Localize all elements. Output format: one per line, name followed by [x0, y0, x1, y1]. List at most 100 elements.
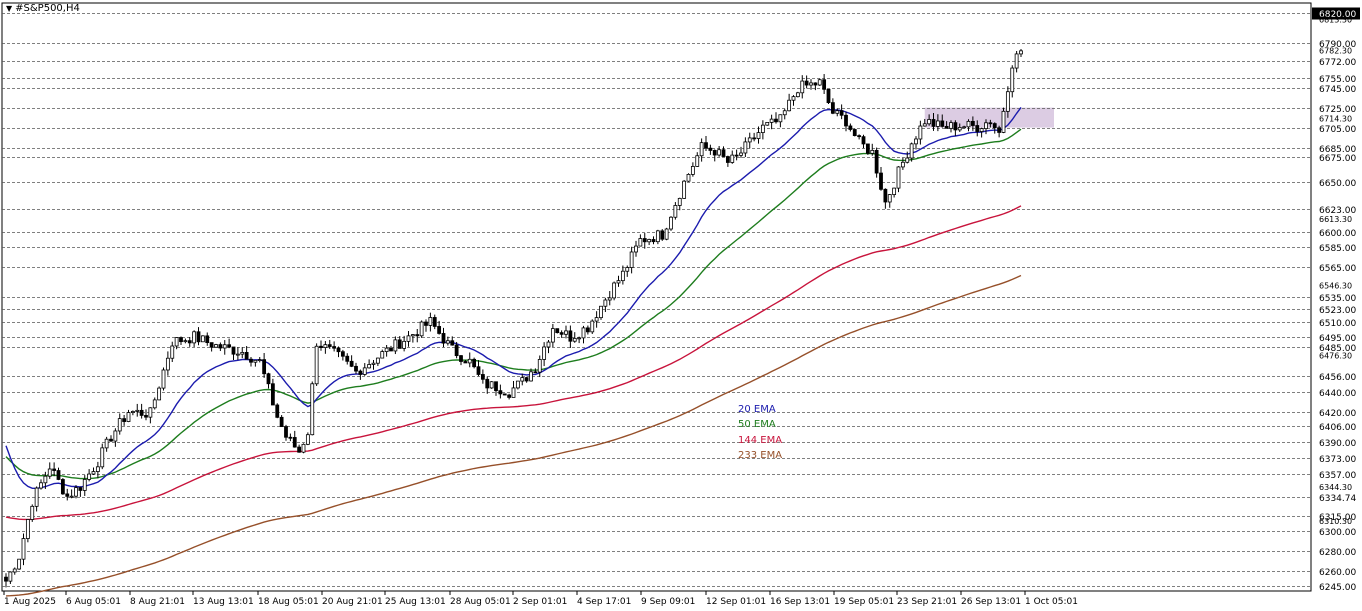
- price-label: 6357.00: [1319, 471, 1356, 481]
- candle-body: [345, 355, 350, 362]
- candle-body: [485, 378, 490, 389]
- candle-body: [25, 519, 30, 539]
- candle-body: [857, 135, 862, 138]
- candle-body: [795, 92, 800, 98]
- candle-body: [397, 339, 402, 349]
- candle-body: [918, 125, 923, 140]
- candle-body: [187, 340, 192, 344]
- price-label-minor: 6714.30: [1319, 114, 1352, 123]
- price-label: 6772.00: [1319, 58, 1356, 68]
- price-label-minor: 6344.30: [1319, 483, 1352, 492]
- candle-body: [275, 404, 280, 418]
- candle-body: [402, 340, 407, 349]
- candle-body: [515, 380, 520, 389]
- candle-body: [135, 409, 140, 412]
- candle-body: [454, 344, 459, 357]
- candle-body: [752, 137, 757, 140]
- price-label: 6585.00: [1319, 244, 1356, 254]
- candle-body: [892, 187, 897, 195]
- candle-body: [607, 297, 612, 301]
- candle-body: [4, 576, 8, 582]
- candle-body: [1010, 67, 1015, 93]
- candle-body: [988, 122, 993, 125]
- candle-body: [157, 387, 162, 401]
- candle-body: [550, 328, 555, 343]
- candle-body: [590, 320, 595, 333]
- candle-body: [1005, 91, 1010, 112]
- ema-233-line: [5, 274, 1022, 597]
- price-label: 6485.00: [1319, 344, 1356, 354]
- price-label: 6420.00: [1319, 409, 1356, 419]
- time-label: 26 Sep 13:01: [961, 597, 1021, 607]
- candle-body: [410, 334, 415, 337]
- price-label: 6675.00: [1319, 154, 1356, 164]
- plot-frame: [1, 2, 1312, 592]
- candle-body: [997, 127, 1002, 133]
- candle-body: [279, 416, 284, 428]
- candle-body: [594, 317, 599, 322]
- candle-body: [174, 337, 179, 347]
- candle-body: [940, 120, 945, 127]
- candle-body: [39, 482, 43, 489]
- dropdown-triangle-icon[interactable]: ▼: [6, 4, 13, 13]
- price-label-minor: 6782.30: [1319, 47, 1352, 56]
- candle-body: [148, 407, 153, 418]
- price-label: 6705.00: [1319, 125, 1356, 135]
- candle-body: [782, 110, 787, 116]
- price-label-highlight-bg: [1312, 7, 1360, 20]
- candle-body: [830, 102, 835, 114]
- candle-body: [620, 270, 625, 282]
- candle-body: [638, 238, 643, 247]
- candle-body: [743, 141, 748, 154]
- candle-body: [104, 438, 109, 449]
- candle-body: [209, 342, 214, 348]
- candle-body: [677, 197, 682, 206]
- candle-body: [445, 340, 450, 344]
- candle-body: [953, 122, 958, 131]
- candle-body: [249, 358, 253, 363]
- candle-body: [848, 125, 853, 130]
- time-label: 12 Sep 01:01: [706, 597, 766, 607]
- candle-body: [74, 487, 78, 497]
- candle-body: [389, 347, 393, 352]
- candle-body: [227, 344, 232, 348]
- candle-body: [415, 334, 420, 337]
- time-label: 25 Aug 13:01: [385, 597, 446, 607]
- candle-body: [765, 121, 770, 126]
- candle-body: [695, 155, 700, 167]
- candle-body: [52, 468, 57, 471]
- candle-body: [222, 344, 227, 349]
- candle-body: [183, 340, 188, 343]
- candle-body: [292, 437, 297, 448]
- candle-body: [161, 369, 166, 389]
- candle-body: [922, 123, 927, 127]
- candle-body: [432, 317, 437, 327]
- candle-body: [865, 143, 870, 154]
- candle-body: [323, 344, 328, 348]
- price-label: 6245.00: [1319, 583, 1356, 593]
- ema-50-line: [5, 128, 1022, 480]
- candle-body: [673, 205, 678, 218]
- candle-body: [235, 353, 240, 356]
- time-label: 16 Sep 13:01: [770, 597, 830, 607]
- candle-body: [301, 443, 306, 453]
- candle-body: [8, 571, 13, 582]
- candle-body: [214, 344, 218, 348]
- time-label: 18 Aug 05:01: [258, 597, 319, 607]
- candle-body: [30, 505, 35, 520]
- candle-body: [564, 330, 568, 335]
- price-label: 6334.74: [1319, 494, 1356, 504]
- time-label: 19 Sep 05:01: [834, 597, 894, 607]
- candle-body: [704, 142, 708, 149]
- candle-body: [555, 328, 560, 334]
- price-label: 6725.00: [1319, 105, 1356, 115]
- candle-body: [966, 120, 971, 128]
- candle-body: [870, 149, 875, 154]
- price-label: 6623.00: [1319, 206, 1356, 216]
- candle-body: [861, 136, 866, 145]
- candle-body: [669, 216, 673, 230]
- price-label: 6755.00: [1319, 75, 1356, 85]
- candle-body: [419, 321, 424, 337]
- candle-body: [498, 390, 503, 395]
